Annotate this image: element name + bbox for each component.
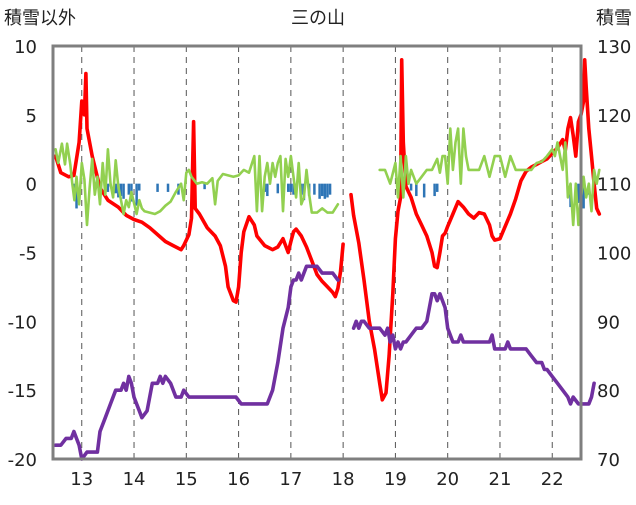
y-left-tick-label: -5: [19, 244, 37, 265]
bar-31: [326, 183, 329, 198]
bar-19: [276, 183, 280, 194]
bar-34: [415, 183, 418, 197]
y-left-axis-label: 積雪以外: [4, 8, 76, 29]
series-green-line-0: [54, 142, 340, 227]
x-tick-label: 15: [175, 469, 198, 490]
x-gridlines: [81, 46, 553, 459]
bar-40: [577, 183, 580, 203]
x-tick-label: 17: [279, 469, 302, 490]
bar-33: [409, 183, 413, 191]
x-tick-label: 20: [436, 469, 459, 490]
x-tick-label: 18: [332, 469, 355, 490]
x-tick-label: 16: [227, 469, 250, 490]
bar-32: [328, 183, 332, 195]
y-left-tick-label: -10: [8, 312, 37, 333]
bar-12: [138, 183, 141, 191]
bar-13: [156, 183, 159, 192]
bar-8: [122, 183, 125, 199]
bar-36: [433, 183, 436, 197]
x-tick-label: 21: [489, 469, 512, 490]
y-left-tick-label: 5: [26, 106, 37, 127]
x-tick-label: 13: [70, 469, 93, 490]
y-left-tick-label: 10: [14, 37, 37, 58]
tick-labels: 13 14 15 16 17 18 19 20 21 22 -20 -15 -10 -5 0 5 10 70 80 9…: [8, 37, 632, 490]
y-left-tick-label: -15: [8, 381, 37, 402]
chart-title: 三の山: [291, 8, 345, 29]
y-right-axis-label: 積雪: [596, 8, 632, 29]
bar-16: [203, 183, 206, 190]
x-tick-label: 14: [123, 469, 146, 490]
bar-22: [292, 183, 295, 195]
bar-5: [114, 183, 117, 194]
x-tick-label: 22: [541, 469, 564, 490]
y-right-tick-label: 80: [597, 381, 620, 402]
x-tick-label: 19: [384, 469, 407, 490]
series-green-line-1: [378, 127, 601, 227]
series-red-line-1: [349, 58, 602, 402]
bar-28: [318, 183, 321, 199]
bar-37: [435, 183, 439, 192]
bar-3: [106, 183, 110, 192]
y-right-tick-label: 110: [597, 175, 631, 196]
bar-1: [75, 183, 78, 209]
y-right-tick-label: 130: [597, 37, 631, 58]
series-purple-line-1: [351, 292, 596, 406]
bar-21: [289, 183, 293, 192]
bar-7: [119, 183, 123, 197]
bar-41: [582, 183, 585, 209]
line-series: [53, 58, 602, 461]
plot-frame: [51, 44, 583, 461]
bar-11: [135, 183, 138, 206]
y-right-tick-label: 90: [597, 312, 620, 333]
y-right-tick-label: 100: [597, 244, 631, 265]
bar-30: [323, 183, 327, 199]
bar-27: [313, 183, 316, 195]
y-right-tick-label: 120: [597, 106, 631, 127]
bar-20: [286, 183, 290, 192]
bar-9: [127, 183, 131, 195]
bar-35: [422, 183, 426, 198]
y-left-tick-label: 0: [26, 175, 37, 196]
y-left-tick-label: -20: [8, 450, 37, 471]
y-right-tick-label: 70: [597, 450, 620, 471]
bar-18: [266, 183, 269, 197]
bar-14: [166, 183, 170, 192]
bar-29: [320, 183, 324, 197]
series-purple-line-0: [53, 264, 340, 461]
